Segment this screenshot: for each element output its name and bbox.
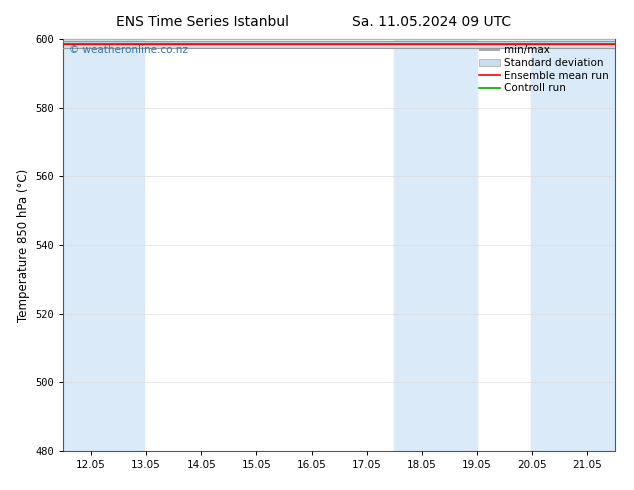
Y-axis label: Temperature 850 hPa (°C): Temperature 850 hPa (°C) xyxy=(17,169,30,321)
Text: Sa. 11.05.2024 09 UTC: Sa. 11.05.2024 09 UTC xyxy=(352,15,510,29)
Text: © weatheronline.co.nz: © weatheronline.co.nz xyxy=(69,46,188,55)
Text: ENS Time Series Istanbul: ENS Time Series Istanbul xyxy=(117,15,289,29)
Legend: min/max, Standard deviation, Ensemble mean run, Controll run: min/max, Standard deviation, Ensemble me… xyxy=(475,41,613,98)
Bar xyxy=(63,39,145,451)
Bar xyxy=(531,39,615,451)
Bar xyxy=(394,39,477,451)
